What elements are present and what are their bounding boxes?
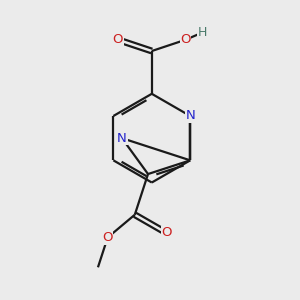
Text: O: O [161,226,172,239]
Text: N: N [117,132,127,145]
Text: O: O [180,33,191,46]
Text: O: O [113,33,123,46]
Text: H: H [197,26,207,39]
Text: N: N [185,110,195,122]
Text: O: O [102,231,113,244]
